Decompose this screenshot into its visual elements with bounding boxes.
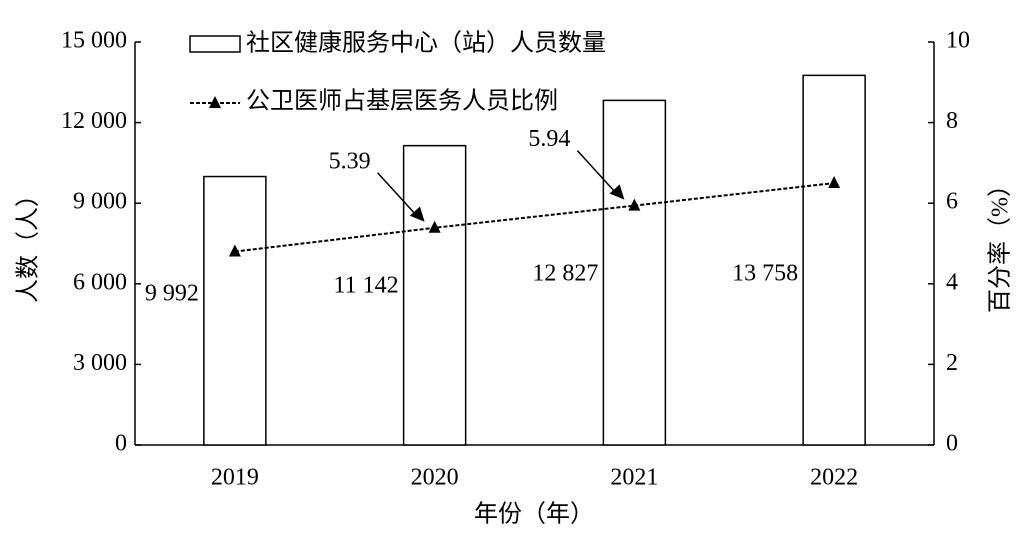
y-tick-label: 15 000 xyxy=(61,28,127,54)
y2-tick-label: 0 xyxy=(946,431,958,457)
legend-marker xyxy=(209,96,221,108)
annotation-arrow xyxy=(576,150,619,197)
bar-value-label: 12 827 xyxy=(532,261,598,287)
y2-tick-label: 10 xyxy=(946,28,970,54)
line xyxy=(234,182,835,253)
bar-value-label: 9 992 xyxy=(145,281,199,307)
line-value-label: 5.39 xyxy=(329,148,371,174)
bar xyxy=(203,175,267,446)
bar-value-label: 13 758 xyxy=(732,261,798,287)
x-axis-label: 年份（年） xyxy=(474,501,594,528)
y-tick-label: 3 000 xyxy=(73,350,127,376)
y-axis-label: 人数（人） xyxy=(15,183,42,303)
y2-tick-label: 4 xyxy=(946,269,958,295)
x-tick-label: 2021 xyxy=(610,465,658,491)
line-value-label: 5.94 xyxy=(528,126,570,152)
x-tick-label: 2020 xyxy=(411,465,459,491)
line-marker xyxy=(628,198,641,211)
arrow-head xyxy=(609,184,625,200)
bar xyxy=(802,74,866,446)
line-marker xyxy=(228,244,241,257)
bar xyxy=(402,144,467,446)
y-tick-label: 6 000 xyxy=(73,269,127,295)
y-tick-label: 0 xyxy=(115,431,127,457)
legend-label: 社区健康服务中心（站）人员数量 xyxy=(246,30,606,57)
line-marker xyxy=(828,176,841,189)
legend-label: 公卫医师占基层医务人员比例 xyxy=(246,88,558,115)
arrow-head xyxy=(409,206,425,222)
annotation-arrow xyxy=(377,172,420,219)
y2-tick-label: 6 xyxy=(946,189,958,215)
bar-value-label: 11 142 xyxy=(334,273,399,299)
y2-axis-label: 百分率（%） xyxy=(987,173,1014,313)
legend-swatch xyxy=(189,35,241,53)
bar xyxy=(602,99,667,446)
y-tick-label: 12 000 xyxy=(61,108,127,134)
y-tick-label: 9 000 xyxy=(73,189,127,215)
line-marker xyxy=(428,220,441,233)
y2-tick-label: 8 xyxy=(946,108,958,134)
x-tick-label: 2022 xyxy=(810,465,858,491)
y2-tick-label: 2 xyxy=(946,350,958,376)
x-tick-label: 2019 xyxy=(211,465,259,491)
